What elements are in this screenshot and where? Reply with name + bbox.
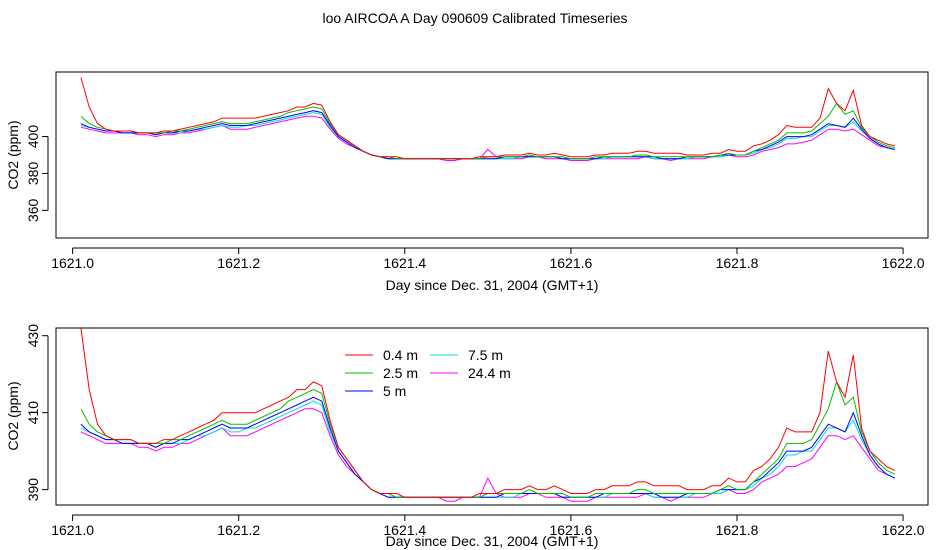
panel2-plot-frame	[55, 327, 929, 506]
panel2-x-tick-label: 1622.0	[882, 522, 925, 538]
panel2-x-tick-label: 1621.6	[549, 522, 592, 538]
panel2-axes: 1621.0 1621.2 1621.4 1621.6 1621.8 1622.0 390 4…	[25, 324, 925, 538]
panel2-x-tick-label: 1621.0	[51, 522, 94, 538]
panel1-axes: 1621.0 1621.2 1621.4 1621.6 1621.8 1622.0 360 3…	[25, 125, 925, 271]
panel2-x-axis-label: Day since Dec. 31, 2004 (GMT+1)	[386, 533, 599, 549]
panel2-marks	[80, 327, 896, 502]
legend-label-0-4-m: 0.4 m	[383, 347, 418, 363]
panel2-series-line-2-5-m	[80, 380, 896, 498]
panel2-y-axis-label: CO2 (ppm)	[5, 381, 21, 450]
panel2-series-line-7-5-m	[80, 400, 896, 498]
panel2-x-tick-label: 1621.2	[217, 522, 260, 538]
panel1-x-tick-label: 1622.0	[882, 255, 925, 271]
panel1-y-tick-label: 380	[25, 162, 41, 186]
panel1-x-tick-label: 1621.4	[383, 255, 426, 271]
panel2-series-line-0-4-m	[80, 327, 896, 498]
panel2-y-tick-label: 410	[25, 401, 41, 425]
panel2-x-tick-label: 1621.8	[716, 522, 759, 538]
legend-label-24-4-m: 24.4 m	[468, 365, 511, 381]
legend-label-5-m: 5 m	[383, 383, 406, 399]
panel1-x-tick-label: 1621.8	[716, 255, 759, 271]
panel1-plot-frame	[55, 71, 929, 239]
panel1-marks	[80, 77, 895, 162]
panel1-series-line-2-5-m	[80, 102, 895, 160]
panel2-series-line-5-m	[80, 396, 896, 498]
legend-label-7-5-m: 7.5 m	[468, 347, 503, 363]
panel2-legend: 0.4 m 2.5 m 5 m 7.5 m 24.4 m	[345, 347, 511, 399]
legend-label-2-5-m: 2.5 m	[383, 365, 418, 381]
chart-main-title: loo AIRCOA A Day 090609 Calibrated Times…	[322, 10, 628, 26]
panel1-y-axis-label: CO2 (ppm)	[5, 120, 21, 189]
panel1-series-line-5-m	[80, 110, 895, 160]
panel2-y-tick-label: 390	[25, 478, 41, 502]
panel1-y-tick-label: 360	[25, 198, 41, 222]
panel1-x-tick-label: 1621.0	[51, 255, 94, 271]
panel1-x-tick-label: 1621.2	[217, 255, 260, 271]
panel1-y-tick-label: 400	[25, 125, 41, 149]
panel1-x-tick-label: 1621.6	[549, 255, 592, 271]
panel1-x-axis-label: Day since Dec. 31, 2004 (GMT+1)	[386, 277, 599, 293]
panel1-series-line-7-5-m	[80, 112, 895, 160]
panel1-series-line-0-4-m	[80, 77, 895, 160]
panel2-y-tick-label: 430	[25, 324, 41, 348]
panel2-x-tick-label: 1621.4	[383, 522, 426, 538]
